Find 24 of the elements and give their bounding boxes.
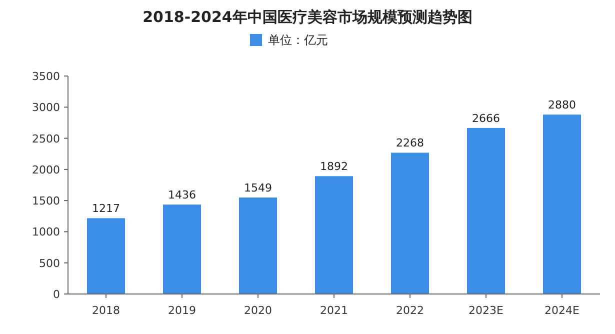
x-tick-label: 2020	[244, 304, 272, 317]
data-label: 1892	[320, 160, 348, 174]
legend-label: 单位：亿元	[268, 33, 328, 47]
x-tick-label: 2024E	[544, 304, 580, 317]
data-label: 2268	[396, 136, 424, 150]
y-tick-label: 1000	[32, 226, 60, 239]
data-label: 2880	[548, 98, 576, 112]
y-tick-label: 3000	[32, 101, 60, 114]
y-tick-label: 1500	[32, 194, 60, 208]
data-label: 1549	[244, 182, 272, 195]
x-tick-label: 2022	[396, 304, 424, 317]
y-tick-label: 3500	[32, 70, 60, 83]
data-label: 1436	[168, 188, 196, 202]
x-tick-label: 2021	[320, 304, 348, 317]
title: 2018-2024年中国医疗美容市场规模预测趋势图	[142, 8, 472, 26]
y-tick-label: 500	[39, 256, 60, 270]
y-tick-label: 2500	[32, 132, 60, 146]
x-tick-label: 2023E	[468, 304, 504, 317]
data-label: 2666	[472, 112, 500, 125]
x-tick-label: 2019	[168, 304, 196, 317]
data-label: 1217	[92, 202, 120, 216]
y-tick-label: 2000	[32, 163, 60, 176]
y-tick-label: 0	[53, 288, 60, 301]
x-tick-label: 2018	[92, 304, 120, 317]
